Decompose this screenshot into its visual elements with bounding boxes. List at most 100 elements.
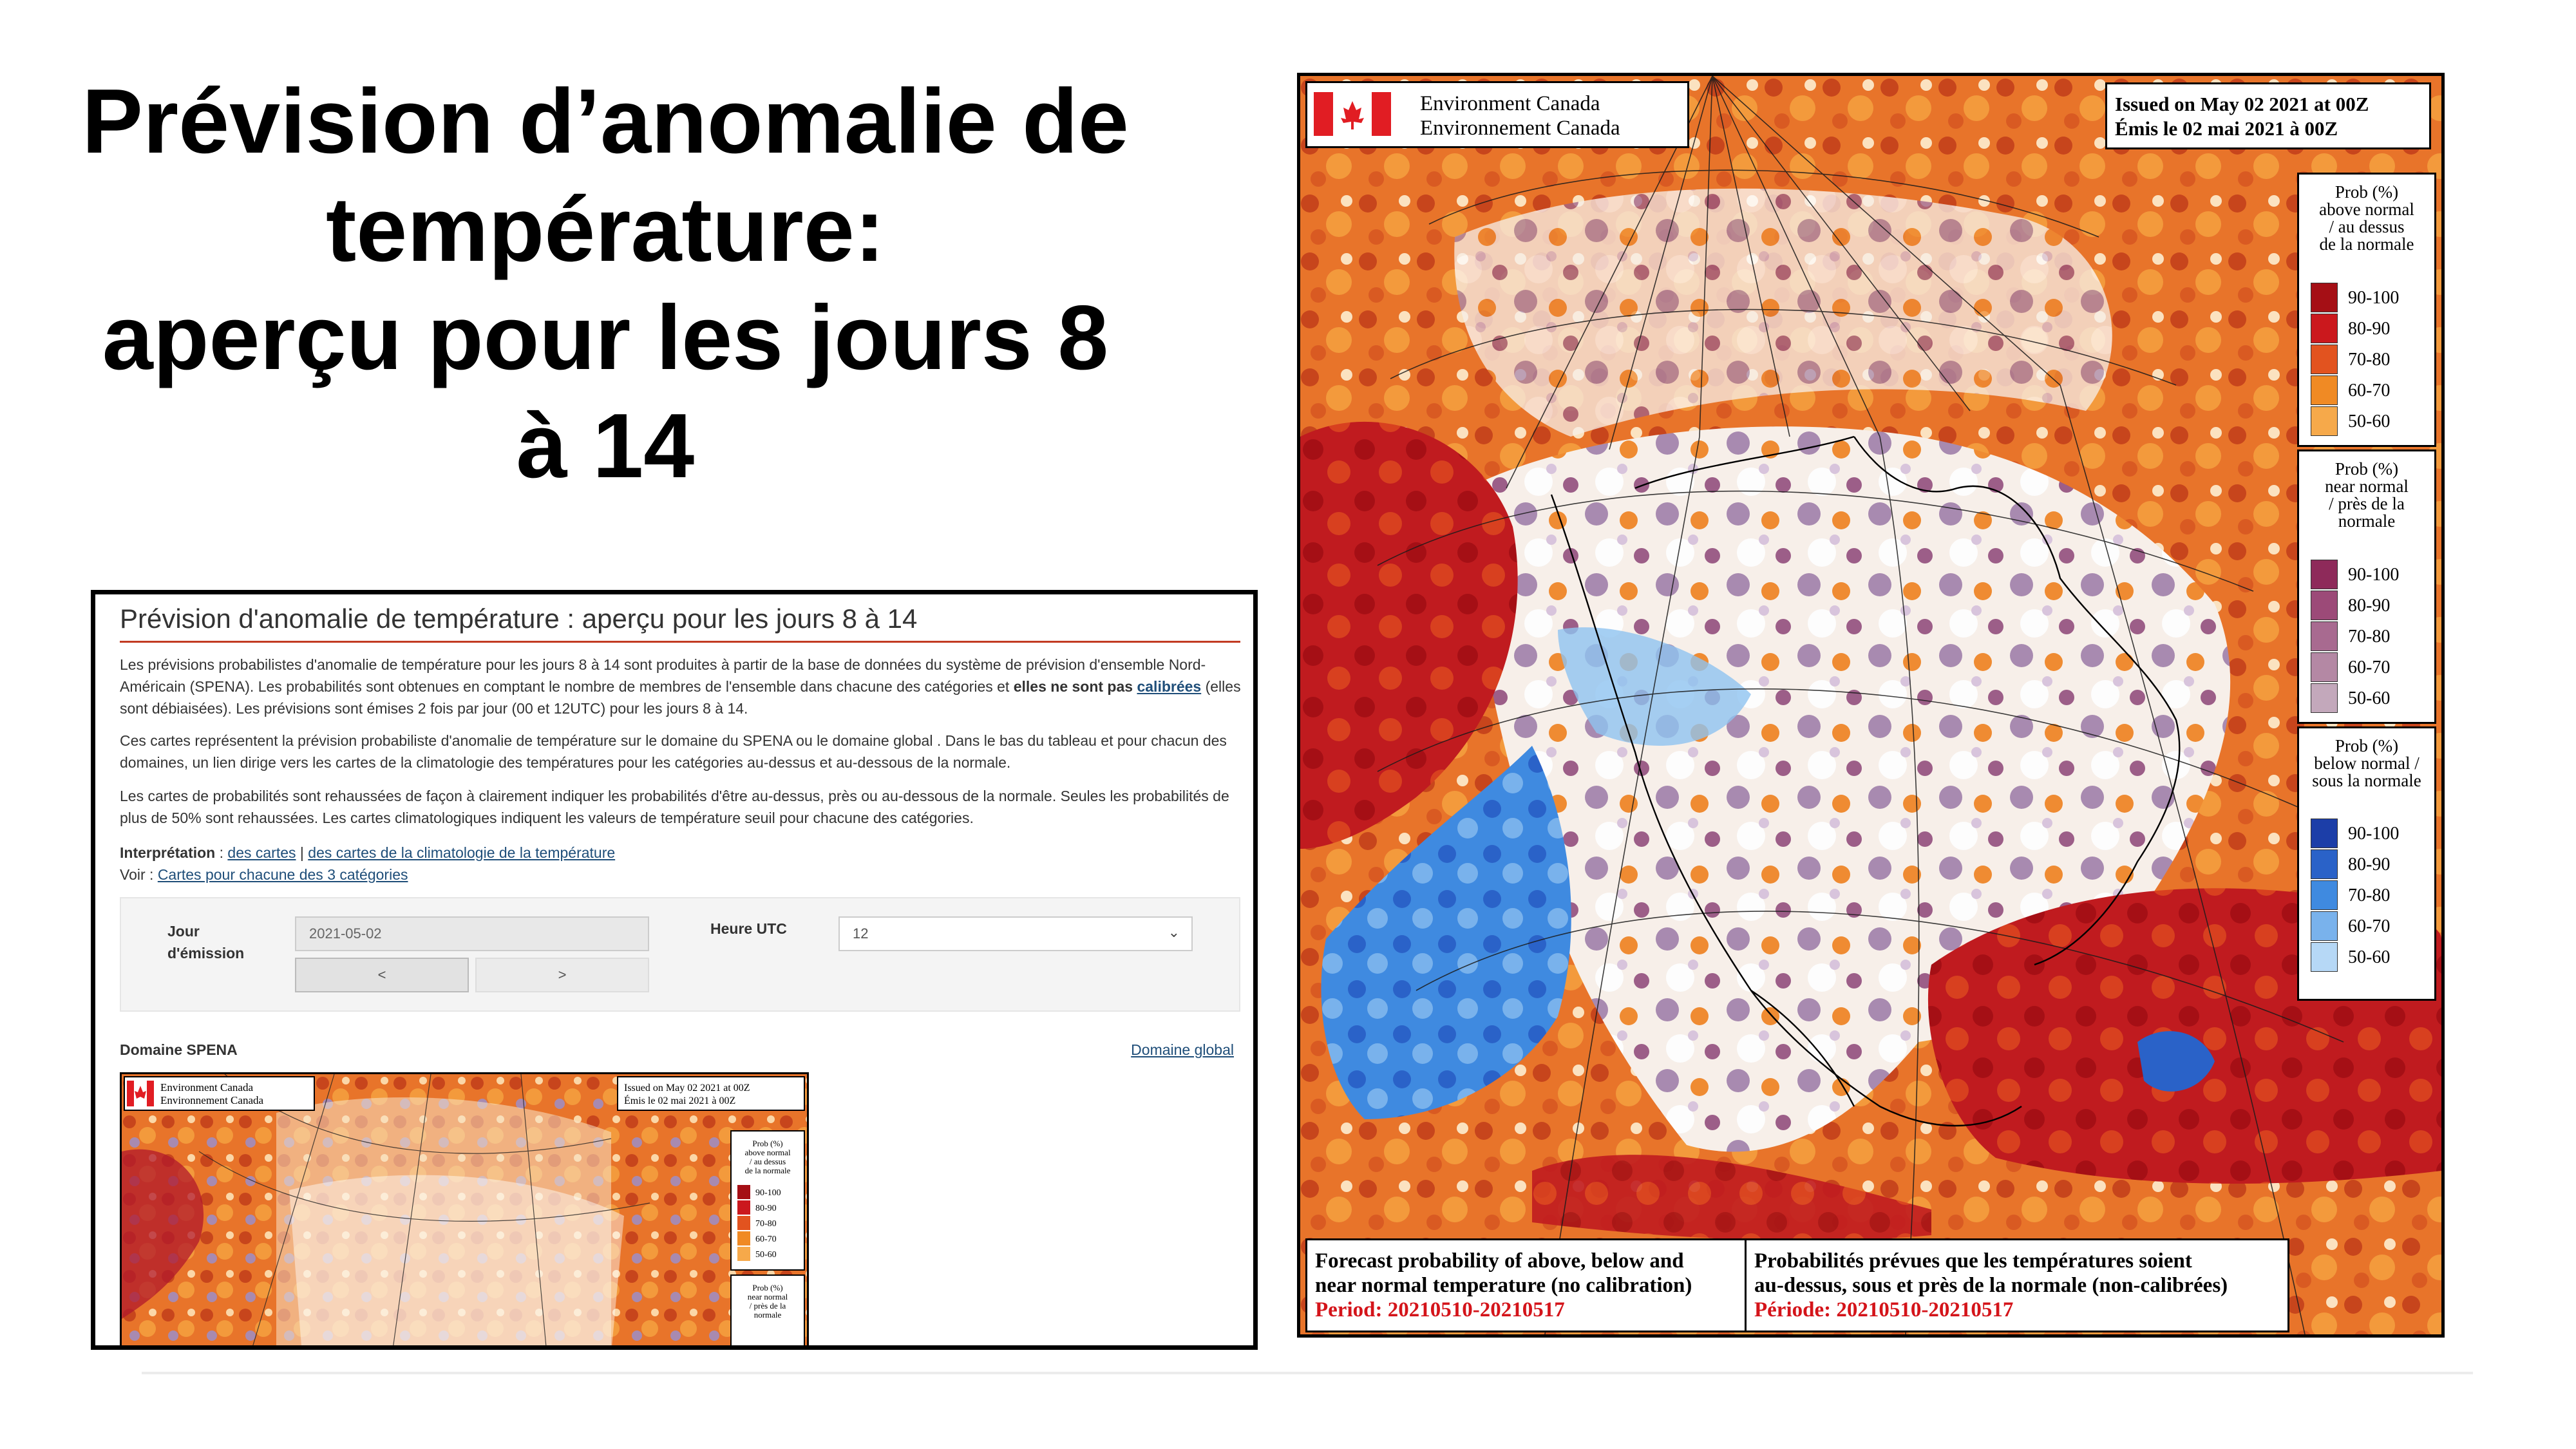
webpage-title: Prévision d'anomalie de température : ap… [120, 603, 918, 634]
climatologie-link[interactable]: des cartes de la climatologie de la temp… [308, 844, 616, 861]
thumb-legend-swatch [737, 1247, 750, 1261]
legend-swatch [2311, 345, 2338, 374]
next-button[interactable]: > [475, 958, 649, 992]
spena-domain-heading: Domaine SPENA [120, 1041, 238, 1058]
caption-en-line1: Forecast probability of above, below and [1315, 1249, 1684, 1273]
legend-row-above: 60-70 [2311, 375, 2427, 405]
legend-range-label: 60-70 [2348, 381, 2391, 401]
legend-swatch [2311, 683, 2338, 713]
separator: : [215, 844, 228, 861]
legend-title-line: below normal / [2314, 753, 2420, 773]
utc-hour-value: 12 [853, 925, 869, 942]
issue-date-input[interactable]: 2021-05-02 [295, 916, 649, 951]
intro-text-end: (elles sont débiaisées). Les prévisions … [120, 678, 1241, 717]
slide-title-line: aperçu pour les jours 8 [102, 287, 1109, 389]
cartes-link[interactable]: des cartes [227, 844, 296, 861]
environment-canada-box: Environment Canada Environnement Canada [1305, 81, 1689, 148]
intro-bold: elles ne sont pas [1013, 678, 1137, 695]
thumb-legend-label: 80-90 [755, 1204, 777, 1213]
legend-swatch [2311, 849, 2338, 879]
ec-name-en: Environment Canada [1420, 92, 1600, 115]
intro-paragraph: Les prévisions probabilistes d'anomalie … [120, 654, 1253, 719]
thumb-legend2-title-line: Prob (%) [752, 1283, 782, 1293]
thumb-legend2-title-line: / près de la [750, 1301, 786, 1311]
utc-hour-select[interactable]: 12 ⌄ [838, 916, 1193, 951]
thumb-legend-title-line: de la normale [745, 1166, 791, 1175]
thumb-legend-label: 60-70 [755, 1235, 777, 1244]
three-categories-link[interactable]: Cartes pour chacune des 3 catégories [157, 866, 408, 883]
caption-fr-line2: au-dessus, sous et près de la normale (n… [1754, 1274, 2228, 1297]
legend-title-line: / au dessus [2329, 217, 2405, 236]
legend-title-line: above normal [2319, 200, 2414, 219]
legend-swatch [2311, 911, 2338, 941]
legend-title-line: / près de la [2329, 494, 2405, 513]
legend-near-title: Prob (%) near normal / près de la normal… [2299, 460, 2434, 530]
legend-row-above: 70-80 [2311, 345, 2427, 374]
legend-range-label: 50-60 [2348, 688, 2391, 708]
spena-map-thumbnail[interactable]: Environment Canada Environnement Canada … [120, 1072, 809, 1345]
legend-swatch [2311, 283, 2338, 312]
legend-swatch [2311, 819, 2338, 848]
legend-range-label: 90-100 [2348, 565, 2400, 585]
links-block: Interprétation : des cartes | des cartes… [120, 842, 1253, 886]
legend-row-below: 50-60 [2311, 942, 2427, 972]
thumb-legend-title-line: Prob (%) [752, 1139, 782, 1148]
legend-swatch [2311, 591, 2338, 620]
previous-button[interactable]: < [295, 958, 469, 992]
legend-swatch [2311, 375, 2338, 405]
legend-title-line: sous la normale [2312, 771, 2421, 790]
issue-day-label: Jour d'émission [167, 923, 245, 961]
legend-swatch [2311, 314, 2338, 343]
issued-fr: Émis le 02 mai 2021 à 00Z [2115, 117, 2338, 140]
legend-row-near: 70-80 [2311, 621, 2427, 651]
legend-row-above: 90-100 [2311, 283, 2427, 312]
legend-swatch [2311, 560, 2338, 589]
thumb-ec-fr: Environnement Canada [160, 1094, 263, 1106]
legend-swatch [2311, 652, 2338, 682]
legend-row-near: 80-90 [2311, 591, 2427, 620]
legend-row-above: 80-90 [2311, 314, 2427, 343]
calibrees-link[interactable]: calibrées [1137, 678, 1202, 695]
legend-range-label: 50-60 [2348, 412, 2391, 431]
thumb-legend-swatch [737, 1185, 750, 1199]
legend-title-line: near normal [2325, 477, 2409, 496]
legend-swatch [2311, 880, 2338, 910]
legend-row-near: 90-100 [2311, 560, 2427, 589]
issue-form: Jour d'émission 2021-05-02 < > Heure UTC… [120, 897, 1240, 1012]
thumb-legend-title-line: above normal [744, 1148, 791, 1157]
ec-name-fr: Environnement Canada [1420, 117, 1620, 140]
slide-title-line: Prévision d’anomalie de [82, 70, 1129, 173]
legend-swatch [2311, 621, 2338, 651]
slide-title: Prévision d’anomalie de température: ape… [45, 68, 1166, 500]
caption-en: Forecast probability of above, below and… [1305, 1238, 1747, 1332]
thumb-ec-en: Environment Canada [160, 1081, 253, 1094]
caption-en-line2: near normal temperature (no calibration) [1315, 1274, 1692, 1297]
slide-title-line: température: [325, 178, 886, 281]
legend-above-title: Prob (%) above normal / au dessus de la … [2299, 184, 2434, 253]
legend-row-above: 50-60 [2311, 406, 2427, 436]
legend-above-normal: Prob (%) above normal / au dessus de la … [2297, 173, 2436, 447]
caption-fr-period: Période: 20210510-20210517 [1754, 1298, 2014, 1321]
legend-row-near: 50-60 [2311, 683, 2427, 713]
legend-title-line: de la normale [2319, 234, 2414, 254]
webpage-screenshot: Prévision d'anomalie de température : ap… [91, 590, 1258, 1350]
legend-range-label: 90-100 [2348, 288, 2400, 308]
legend-range-label: 60-70 [2348, 916, 2391, 936]
legend-range-label: 70-80 [2348, 886, 2391, 905]
thumb-legend-label: 90-100 [755, 1188, 781, 1198]
legend-near-normal: Prob (%) near normal / près de la normal… [2297, 450, 2436, 724]
interpretation-label: Interprétation [120, 844, 216, 861]
map-graphic [1300, 76, 2441, 1334]
legend-range-label: 80-90 [2348, 855, 2391, 875]
legend-title-line: Prob (%) [2334, 459, 2399, 478]
utc-hour-label: Heure UTC [710, 920, 787, 937]
legend-range-label: 90-100 [2348, 824, 2400, 844]
global-domain-link[interactable]: Domaine global [1131, 1041, 1234, 1058]
temperature-anomaly-map: Environment Canada Environnement Canada … [1297, 73, 2445, 1338]
separator: | [296, 844, 308, 861]
maps-paragraph: Ces cartes représentent la prévision pro… [120, 732, 1227, 771]
thumb-legend-label: 70-80 [755, 1219, 777, 1229]
legend-title-line: normale [2338, 511, 2396, 531]
caption-en-period: Period: 20210510-20210517 [1315, 1298, 1565, 1321]
legend-range-label: 80-90 [2348, 596, 2391, 616]
